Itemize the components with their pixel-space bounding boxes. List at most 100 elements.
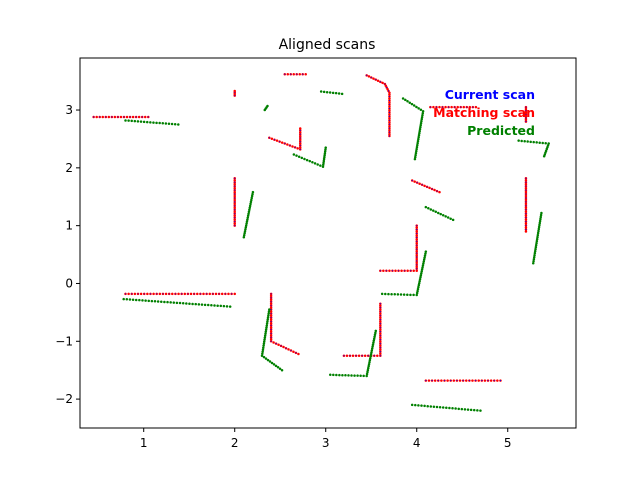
current-scan-point [379,270,381,272]
scan-point [450,105,453,109]
scan-point [435,405,439,409]
scan-point [107,115,111,119]
current-scan-point [499,380,502,382]
scan-point [414,403,417,407]
scan-point [365,372,369,376]
scan-point [379,340,382,343]
scan-point [388,97,391,100]
scan-point [233,178,236,182]
scan-point [371,343,375,346]
current-scan-point [425,380,427,382]
scan-point [275,139,279,142]
scan-point [379,332,382,335]
scan-point [155,121,158,125]
current-scan-point [379,303,381,305]
current-scan-point [391,270,394,272]
scan-point [246,214,250,217]
scan-point [517,139,520,142]
current-scan-point [386,86,388,89]
scan-point [267,312,270,315]
scan-point [156,300,160,303]
scan-point [124,119,127,122]
current-scan-point [270,340,272,342]
current-scan-point [388,111,390,113]
scan-point [418,279,421,283]
current-scan-point [388,131,390,133]
current-scan-point [206,293,208,295]
scan-point [272,363,276,366]
scan-point [248,206,251,210]
scan-point [424,205,428,209]
scan-point [150,299,154,303]
current-scan-point [187,293,189,295]
scan-point [469,408,473,412]
scan-point [322,90,326,94]
scan-point [420,117,423,121]
scan-point [524,230,528,233]
scan-point [460,407,464,411]
scan-point [269,306,273,309]
current-scan-point [361,355,363,357]
scan-point [402,293,406,296]
scan-point [421,109,425,113]
scan-point [468,105,472,109]
scan-point [531,261,535,265]
scan-point [415,269,418,272]
scan-point [280,141,284,144]
current-scan-point [370,76,372,79]
scan-point [197,303,201,306]
scan-point [368,360,371,364]
data-marks [92,72,550,412]
scan-point [479,409,482,412]
scan-point [137,115,141,119]
scan-point [296,147,299,150]
current-scan-point [294,146,296,148]
current-scan-point [416,264,418,266]
scan-point [304,72,307,76]
scan-point [524,118,528,122]
scan-point [324,148,327,151]
current-scan-point [174,293,176,295]
scan-point [393,293,396,296]
scan-point [414,151,418,155]
plot-area [80,58,576,428]
scan-point [401,97,405,100]
scan-point [269,330,273,333]
scan-point [414,153,417,157]
scan-point [388,121,391,124]
scan-point [214,292,218,296]
current-scan-point [343,355,345,357]
scan-point [384,292,387,296]
scan-point [483,379,487,382]
scan-point [173,123,177,126]
scan-point [295,154,298,157]
scan-point [412,293,415,297]
plot-frame [79,57,577,429]
scan-point [191,302,194,306]
scan-point [270,361,274,365]
scan-point [406,293,409,296]
scan-point [323,150,327,153]
scan-point [534,243,538,247]
current-scan-point [426,186,428,188]
scan-point [429,208,433,211]
scan-point [404,98,407,102]
current-scan-point [181,293,183,295]
scan-point [415,238,418,241]
scan-point [262,344,265,347]
scan-point [319,164,322,167]
scan-point [472,408,476,412]
scan-point [415,265,418,269]
scan-point [208,292,211,296]
scan-point [421,266,424,269]
scan-point [417,107,420,110]
scan-point [420,270,423,273]
scan-point [369,355,372,358]
current-scan-point [270,320,272,323]
scan-point [269,322,273,325]
scan-point [439,212,442,216]
scan-point [441,214,445,217]
scan-point [376,354,379,357]
legend-entry: Predicted [467,123,535,138]
scan-point [369,353,373,356]
